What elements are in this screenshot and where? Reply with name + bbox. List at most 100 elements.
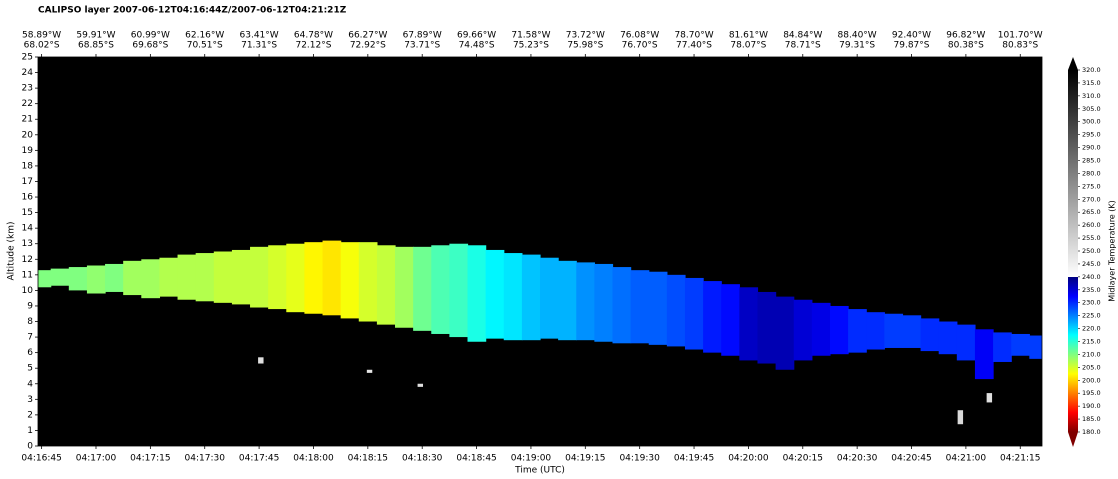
x-tick-label: 04:21:15 — [1000, 454, 1040, 464]
layer-column — [86, 265, 106, 294]
top-lon-label: 63.41°W — [240, 31, 279, 41]
layer-column — [250, 246, 269, 308]
top-lat-label: 76.70°S — [622, 41, 658, 51]
y-tick-label: 24 — [22, 68, 34, 78]
layer-column — [848, 309, 867, 353]
y-tick-label: 8 — [27, 317, 33, 327]
colorbar-tick-label: 245.0 — [1082, 260, 1101, 268]
layer-column — [1011, 333, 1030, 356]
top-lon-label: 59.91°W — [76, 31, 115, 41]
y-tick-label: 4 — [27, 379, 33, 389]
x-tick-label: 04:18:15 — [348, 454, 388, 464]
colorbar-tick-label: 270.0 — [1082, 195, 1101, 203]
layer-column — [376, 245, 396, 325]
layer-column — [449, 243, 469, 338]
y-tick-label: 6 — [27, 348, 33, 358]
colorbar-tick-label: 225.0 — [1082, 312, 1101, 320]
x-tick-label: 04:17:30 — [185, 454, 226, 464]
top-lon-label: 71.58°W — [511, 31, 550, 41]
layer-column — [38, 270, 52, 288]
layer-column — [431, 245, 450, 334]
layer-column — [322, 240, 342, 316]
layer-column — [1029, 335, 1042, 359]
x-tick-label: 04:20:45 — [891, 454, 931, 464]
x-tick-label: 04:20:30 — [837, 454, 878, 464]
top-lat-label: 80.83°S — [1002, 41, 1038, 51]
x-tick-label: 04:19:30 — [619, 454, 660, 464]
x-tick-label: 04:17:00 — [76, 454, 117, 464]
y-tick-label: 14 — [22, 224, 34, 234]
chart-title: CALIPSO layer 2007-06-12T04:16:44Z/2007-… — [38, 6, 347, 16]
layer-column — [956, 324, 976, 361]
layer-column — [395, 246, 414, 328]
layer-column — [123, 260, 142, 296]
layer-column — [50, 268, 70, 286]
top-lat-label: 69.68°S — [132, 41, 168, 51]
layer-column — [159, 257, 179, 297]
layer-column — [358, 242, 378, 322]
y-tick-label: 16 — [22, 193, 34, 203]
colorbar-tick-label: 180.0 — [1082, 428, 1101, 436]
layer-column — [811, 302, 831, 356]
colorbar-label: Midlayer Temperature (K) — [1108, 200, 1117, 302]
plot-area — [38, 57, 1042, 446]
layer-column — [721, 284, 740, 356]
layer-column — [974, 329, 994, 380]
layer-column — [540, 257, 559, 339]
colorbar-tick-label: 185.0 — [1082, 415, 1101, 423]
y-tick-label: 20 — [22, 130, 34, 140]
layer-patch — [258, 357, 264, 364]
top-lat-label: 68.85°S — [78, 41, 114, 51]
top-lon-label: 76.08°W — [620, 31, 659, 41]
colorbar-tick-label: 195.0 — [1082, 389, 1101, 397]
y-tick-label: 10 — [22, 286, 34, 296]
colorbar-tick-label: 250.0 — [1082, 247, 1101, 255]
top-lat-label: 78.07°S — [730, 41, 766, 51]
x-tick-label: 04:18:30 — [402, 454, 443, 464]
colorbar — [1068, 70, 1078, 432]
y-tick-label: 12 — [22, 255, 33, 265]
colorbar-tick-label: 230.0 — [1082, 299, 1101, 307]
y-tick-label: 2 — [27, 410, 33, 420]
top-lat-label: 72.12°S — [295, 41, 331, 51]
layer-column — [213, 251, 233, 303]
colorbar-tick-label: 260.0 — [1082, 221, 1101, 229]
top-lat-label: 79.87°S — [894, 41, 930, 51]
top-lat-label: 79.31°S — [839, 41, 875, 51]
colorbar-tick-label: 265.0 — [1082, 208, 1101, 216]
colorbar-tick-label: 205.0 — [1082, 363, 1101, 371]
y-tick-label: 15 — [22, 208, 33, 218]
colorbar-tick-label: 220.0 — [1082, 325, 1101, 333]
layer-column — [938, 321, 958, 355]
layer-column — [902, 315, 922, 348]
layer-column — [68, 267, 88, 291]
x-tick-label: 04:16:45 — [21, 454, 61, 464]
colorbar-tick-label: 190.0 — [1082, 402, 1101, 410]
y-tick-label: 11 — [22, 270, 33, 280]
top-lon-label: 88.40°W — [838, 31, 877, 41]
y-axis-label: Altitude (km) — [7, 221, 17, 280]
layer-column — [105, 263, 124, 292]
x-tick-label: 04:18:45 — [456, 454, 496, 464]
top-lon-label: 67.89°W — [403, 31, 442, 41]
top-lat-label: 75.23°S — [513, 41, 549, 51]
layer-column — [739, 287, 759, 361]
colorbar-tick-label: 300.0 — [1082, 118, 1101, 126]
top-lat-label: 78.71°S — [785, 41, 821, 51]
layer-column — [141, 259, 161, 299]
colorbar-tick-label: 275.0 — [1082, 182, 1101, 190]
colorbar-tick-label: 280.0 — [1082, 169, 1101, 177]
layer-column — [503, 253, 523, 341]
colorbar-tick-label: 215.0 — [1082, 338, 1101, 346]
layer-column — [576, 262, 595, 341]
colorbar-tick-label: 285.0 — [1082, 157, 1101, 165]
x-tick-label: 04:20:15 — [783, 454, 823, 464]
y-tick-label: 22 — [22, 99, 33, 109]
y-tick-label: 3 — [27, 395, 33, 405]
top-lat-label: 80.38°S — [948, 41, 984, 51]
top-lon-label: 78.70°W — [674, 31, 713, 41]
colorbar-tick-label: 305.0 — [1082, 105, 1101, 113]
layer-column — [558, 260, 577, 341]
top-lon-label: 60.99°W — [131, 31, 170, 41]
y-tick-label: 21 — [22, 115, 33, 125]
